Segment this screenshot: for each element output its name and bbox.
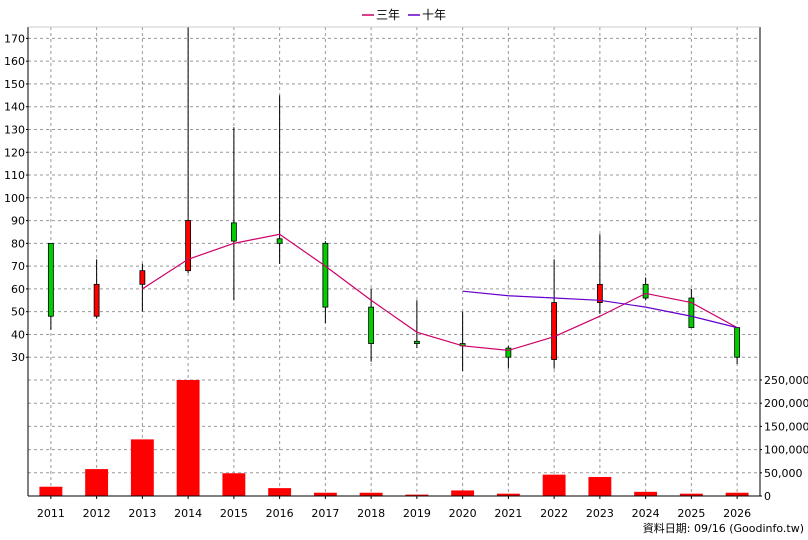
volume-bar (405, 494, 429, 496)
volume-tick-label: 150,000 (764, 420, 808, 433)
volume-bar (496, 493, 520, 496)
candle-body (642, 283, 649, 299)
candle-body (596, 283, 603, 303)
year-tick-label: 2023 (586, 507, 614, 520)
legend-label-ma10: 十年 (422, 8, 446, 22)
volume-bar (222, 473, 246, 496)
plot-frame (27, 26, 761, 497)
volume-bar (130, 439, 154, 496)
price-tick-label: 30 (11, 351, 25, 364)
price-tick-label: 80 (11, 237, 25, 250)
candle-body (505, 347, 512, 358)
price-tick-label: 40 (11, 328, 25, 341)
year-tick-label: 2019 (403, 507, 431, 520)
moving-average-lines (142, 233, 738, 352)
candle-body (47, 242, 54, 317)
year-tick-label: 2017 (311, 507, 339, 520)
year-tick-label: 2012 (83, 507, 111, 520)
price-tick-label: 100 (4, 192, 25, 205)
volume-tick-label: 50,000 (764, 467, 803, 480)
year-tick-label: 2015 (220, 507, 248, 520)
volume-bar (268, 488, 292, 496)
year-tick-label: 2024 (632, 507, 660, 520)
year-tick-label: 2011 (37, 507, 65, 520)
volume-bar (542, 474, 566, 496)
volume-tick-label: 100,000 (764, 444, 808, 457)
candle-body (93, 283, 100, 317)
volume-bar (39, 486, 63, 496)
price-tick-label: 140 (4, 101, 25, 114)
volume-bar (679, 493, 703, 496)
year-tick-label: 2025 (677, 507, 705, 520)
candle-body (276, 238, 283, 244)
price-tick-label: 130 (4, 123, 25, 136)
ma10-line (462, 290, 738, 329)
year-tick-label: 2018 (357, 507, 385, 520)
candle-body (688, 297, 695, 329)
volume-axis-ticks: 0 50,000 100,000 150,000 200,000 250,000 (760, 374, 808, 503)
candle-body (734, 327, 741, 358)
volume-bar (313, 492, 337, 496)
chart-legend: 三年 十年 (362, 8, 446, 22)
price-tick-label: 60 (11, 283, 25, 296)
year-tick-label: 2021 (494, 507, 522, 520)
price-tick-label: 160 (4, 55, 25, 68)
candle-body (368, 306, 375, 344)
legend-label-ma3: 三年 (376, 8, 400, 22)
year-tick-label: 2016 (266, 507, 294, 520)
price-tick-label: 50 (11, 306, 25, 319)
volume-bar (85, 469, 109, 496)
volume-bar (588, 476, 612, 496)
candle-body (139, 270, 146, 285)
year-tick-label: 2026 (723, 507, 751, 520)
price-tick-label: 90 (11, 215, 25, 228)
volume-tick-label: 200,000 (764, 397, 808, 410)
price-tick-label: 120 (4, 146, 25, 159)
volume-bar (634, 491, 658, 496)
year-tick-label: 2013 (128, 507, 156, 520)
source-label: 資料日期: 09/16 (Goodinfo.tw) (643, 521, 804, 535)
year-tick-label: 2020 (449, 507, 477, 520)
price-tick-label: 110 (4, 169, 25, 182)
candlesticks (47, 27, 741, 371)
price-tick-label: 150 (4, 78, 25, 91)
year-tick-label: 2022 (540, 507, 568, 520)
candle-body (322, 242, 329, 308)
year-axis-ticks: 2011 2012 2013 2014 2015 2016 2017 2018 2019 2020… (37, 496, 751, 520)
ma3-line (142, 233, 738, 352)
volume-bar (176, 380, 200, 496)
candle-body (413, 340, 420, 344)
price-axis-ticks: 30 40 50 60 70 80 90 100 110 120 130 140 150 160 170 (4, 32, 28, 364)
volume-bar (451, 490, 475, 496)
candle-body (230, 222, 237, 242)
price-tick-label: 170 (4, 32, 25, 45)
volume-bar (725, 492, 749, 496)
year-tick-label: 2014 (174, 507, 202, 520)
candle-body (185, 220, 192, 272)
volume-tick-label: 250,000 (764, 374, 808, 387)
volume-tick-label: 0 (764, 490, 771, 503)
price-tick-label: 70 (11, 260, 25, 273)
candle-body (551, 302, 558, 360)
volume-bars (39, 380, 749, 496)
plot-grid (28, 27, 760, 496)
volume-bar (359, 492, 383, 496)
